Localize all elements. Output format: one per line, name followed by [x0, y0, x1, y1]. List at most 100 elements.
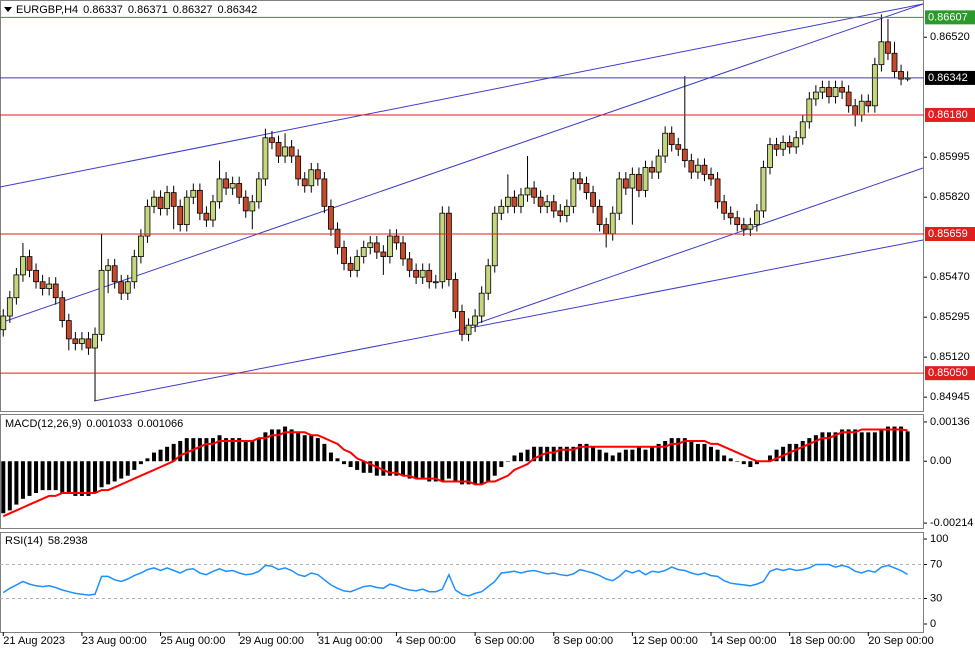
- histogram-bar: [460, 461, 464, 485]
- candle-body: [688, 160, 695, 173]
- indicator-title: RSI(14): [5, 535, 43, 547]
- candle-body: [92, 333, 98, 349]
- candle-body: [767, 144, 773, 168]
- rsi-line: [2, 563, 908, 597]
- candle-body: [740, 224, 747, 230]
- level-label-box: [925, 10, 975, 25]
- histogram-bar: [237, 438, 242, 462]
- candle-body: [649, 167, 655, 173]
- histogram-bar: [433, 461, 438, 482]
- candle-body: [472, 315, 479, 326]
- candle-body: [137, 235, 144, 258]
- candle-body: [98, 269, 105, 335]
- histogram-bar: [79, 461, 84, 496]
- histogram-bar: [125, 461, 130, 476]
- candle-body: [708, 173, 714, 180]
- candle-body: [439, 212, 446, 283]
- histogram-bar: [505, 461, 510, 462]
- candle-body: [734, 217, 741, 226]
- histogram-bar: [368, 461, 373, 473]
- histogram-bar: [283, 426, 288, 462]
- histogram-bar: [892, 426, 897, 462]
- histogram-bar: [754, 461, 759, 465]
- histogram-bar: [394, 461, 399, 476]
- candle-body: [465, 324, 472, 335]
- histogram-bar: [885, 426, 890, 462]
- histogram-bar: [178, 441, 183, 462]
- header-high: 0.86371: [128, 4, 168, 16]
- x-tick-label: 6 Sep 00:00: [475, 635, 534, 647]
- histogram-bar: [158, 449, 163, 462]
- candle-body: [301, 178, 308, 187]
- candle-body: [79, 338, 85, 344]
- histogram-bar: [538, 446, 543, 462]
- histogram-bar: [656, 443, 661, 462]
- histogram-bar: [577, 443, 582, 462]
- histogram-bar: [676, 438, 681, 462]
- histogram-bar: [682, 438, 687, 462]
- candle-body: [177, 205, 184, 226]
- histogram-bar: [14, 461, 19, 505]
- histogram-bar: [66, 461, 71, 494]
- trend-line: [0, 3, 924, 188]
- candle-body: [668, 132, 675, 146]
- candle-body: [20, 256, 26, 276]
- candle-body: [655, 155, 662, 173]
- level-label: 0.85659: [928, 228, 968, 240]
- histogram-bar: [636, 446, 641, 462]
- level-label: 0.85050: [928, 367, 968, 379]
- last-price-label: 0.86342: [928, 72, 968, 84]
- histogram-bar: [112, 461, 117, 482]
- candle-body: [845, 91, 852, 107]
- candle-body: [629, 173, 636, 189]
- candle-body: [662, 132, 669, 157]
- candle-body: [282, 146, 288, 157]
- histogram-bar: [453, 461, 458, 482]
- indicator-value: 0.001033: [86, 418, 132, 430]
- menu-icon[interactable]: [4, 7, 12, 12]
- y-tick-label: 0.86520: [930, 31, 970, 43]
- histogram-bar: [499, 461, 504, 468]
- candle-body: [72, 338, 79, 344]
- candle-body: [826, 87, 832, 98]
- histogram-bar: [551, 446, 556, 462]
- candle-body: [695, 164, 701, 173]
- histogram-bar: [342, 461, 347, 465]
- candle-body: [308, 169, 315, 187]
- histogram-bar: [374, 461, 379, 476]
- header-open: 0.86337: [83, 4, 123, 16]
- histogram-bar: [407, 461, 412, 479]
- candle-body: [249, 201, 256, 212]
- histogram-bar: [106, 461, 111, 485]
- candle-body: [406, 258, 413, 271]
- histogram-bar: [20, 461, 25, 499]
- candle-body: [59, 297, 66, 321]
- histogram-bar: [794, 443, 799, 462]
- indicator-value: 58.2938: [48, 535, 88, 547]
- y-tick-label: 0.85995: [930, 151, 970, 163]
- histogram-bar: [859, 432, 864, 462]
- histogram-bar: [663, 441, 668, 462]
- candle-body: [511, 196, 518, 207]
- histogram-bar: [846, 429, 851, 462]
- histogram-bar: [473, 461, 478, 485]
- candle-body: [577, 178, 583, 184]
- candle-body: [675, 144, 682, 150]
- histogram-bar: [866, 432, 871, 462]
- candle-body: [242, 196, 249, 212]
- y-tick-label: 0.00: [930, 455, 951, 467]
- candle-body: [334, 228, 341, 248]
- trend-line: [457, 167, 924, 331]
- y-tick-label: 0.85820: [930, 191, 970, 203]
- candle-body: [387, 235, 393, 258]
- candle-body: [780, 141, 787, 150]
- histogram-bar: [899, 426, 904, 462]
- candle-body: [288, 146, 295, 157]
- histogram-bar: [99, 461, 104, 488]
- candle-body: [531, 187, 537, 198]
- candle-body: [537, 196, 544, 207]
- histogram-bar: [584, 443, 589, 462]
- candle-body: [485, 265, 492, 294]
- candle-body: [616, 178, 623, 214]
